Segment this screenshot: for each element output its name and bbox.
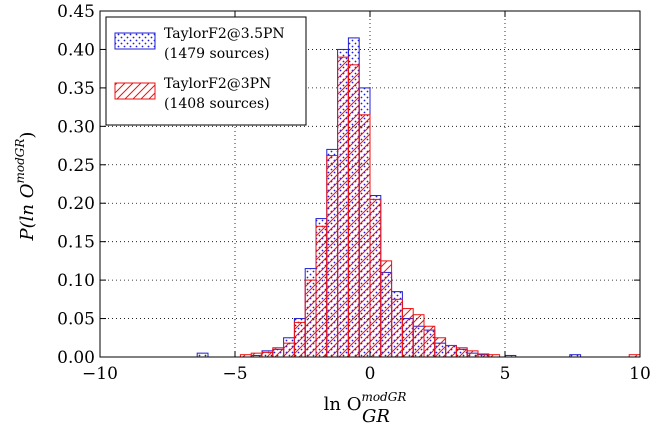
legend-entry-count: (1479 sources)	[164, 46, 270, 62]
bar-taylorf2-3-5pn	[197, 353, 208, 357]
bar-taylorf2-3pn	[413, 315, 424, 357]
x-tick-label: 10	[629, 364, 651, 384]
bar-taylorf2-3pn	[262, 352, 273, 357]
bar-taylorf2-3pn	[359, 115, 370, 357]
bar-taylorf2-3pn	[424, 326, 435, 357]
bar-taylorf2-3pn	[251, 353, 262, 357]
svg-text:P(ln OmodGR): P(ln OmodGR)	[13, 132, 38, 242]
y-tick-label: 0.15	[57, 233, 95, 253]
y-tick-label: 0.25	[57, 156, 95, 176]
bar-taylorf2-3pn	[446, 345, 457, 357]
x-tick-label: 5	[500, 364, 511, 384]
bar-taylorf2-3pn	[273, 348, 284, 357]
legend-entry-name: TaylorF2@3.5PN	[164, 26, 285, 42]
y-axis-label-prefix: P(ln O	[17, 183, 38, 241]
legend-swatch	[115, 83, 155, 99]
bar-taylorf2-3pn	[284, 343, 295, 357]
bar-taylorf2-3pn	[316, 226, 327, 357]
x-axis-label-base: ln O	[324, 394, 362, 415]
x-tick-label: −5	[222, 364, 247, 384]
y-tick-label: 0.20	[57, 194, 95, 214]
y-tick-label: 0.10	[57, 271, 95, 291]
x-axis-label-sup: modGR	[361, 390, 406, 404]
legend-entry-name: TaylorF2@3PN	[164, 76, 271, 92]
y-tick-label: 0.35	[57, 79, 95, 99]
y-axis-label-suffix: )	[17, 132, 38, 139]
bar-taylorf2-3pn	[305, 280, 316, 357]
bar-taylorf2-3pn	[338, 57, 349, 357]
y-tick-label: 0.30	[57, 117, 95, 137]
x-axis-label-sub: GR	[362, 406, 390, 427]
bar-taylorf2-3pn	[348, 65, 359, 357]
y-axis-label: P(ln OmodGR)	[13, 132, 38, 242]
legend-swatch	[115, 33, 155, 49]
bar-taylorf2-3pn	[327, 156, 338, 357]
legend-entry-count: (1408 sources)	[164, 96, 270, 112]
bar-taylorf2-3pn	[392, 299, 403, 357]
y-tick-label: 0.00	[57, 348, 95, 368]
bar-taylorf2-3pn	[381, 261, 392, 357]
bar-taylorf2-3pn	[467, 351, 478, 357]
bar-taylorf2-3pn	[370, 199, 381, 357]
y-axis-label-sup: modGR	[13, 139, 27, 184]
y-tick-label: 0.40	[57, 40, 95, 60]
bar-taylorf2-3pn	[456, 348, 467, 357]
bar-taylorf2-3pn	[435, 338, 446, 357]
bar-taylorf2-3pn	[402, 309, 413, 357]
y-tick-label: 0.45	[57, 2, 95, 22]
y-tick-label: 0.05	[57, 310, 95, 330]
legend: TaylorF2@3.5PN (1479 sources) TaylorF2@3PN…	[106, 17, 306, 125]
x-tick-label: 0	[365, 364, 376, 384]
bar-taylorf2-3pn	[294, 322, 305, 357]
